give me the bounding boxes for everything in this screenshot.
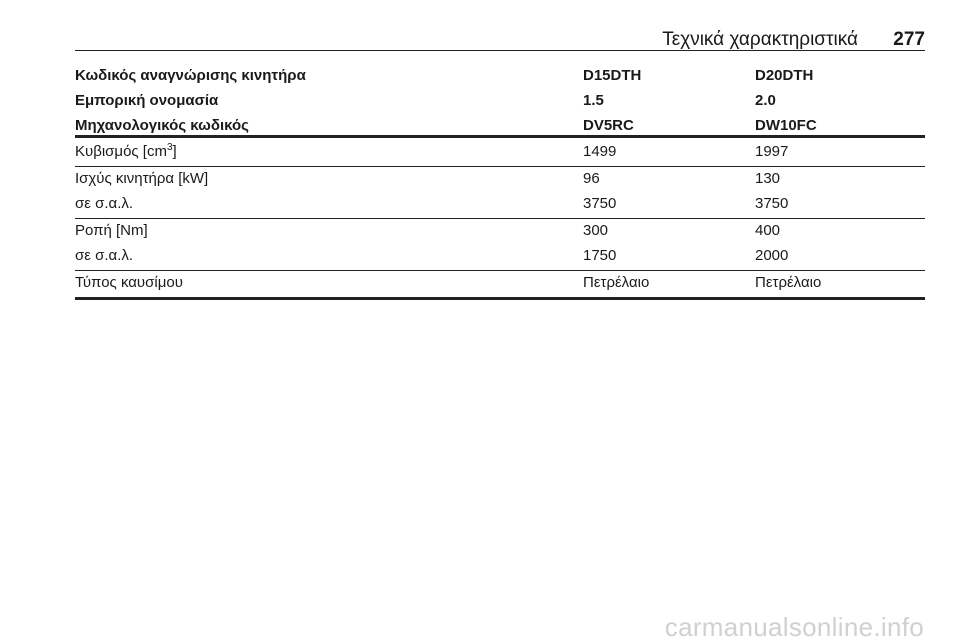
head-cell: 2.0 [755, 92, 776, 109]
cell: 1750 [583, 247, 617, 264]
cell: 96 [583, 170, 600, 187]
thick-rule [75, 135, 925, 138]
cell: 1997 [755, 143, 789, 160]
head-cell: 1.5 [583, 92, 604, 109]
page-number: 277 [893, 29, 925, 50]
head-cell: Εμπορική ονομασία [75, 92, 219, 109]
head-cell: D15DTH [583, 67, 642, 84]
cell: 1499 [583, 143, 617, 160]
thin-rule [75, 218, 925, 219]
head-cell: DW10FC [755, 117, 817, 134]
cell: Ροπή [Nm] [75, 222, 148, 239]
cell: Κυβισμός [cm3] [75, 143, 177, 161]
cell: Πετρέλαιο [583, 274, 650, 291]
head-cell: Κωδικός αναγνώρισης κινητήρα [75, 67, 306, 84]
section-title: Τεχνικά χαρακτηριστικά [662, 29, 858, 50]
head-cell: DV5RC [583, 117, 634, 134]
head-cell: D20DTH [755, 67, 814, 84]
cell: 130 [755, 170, 781, 187]
cell: 300 [583, 222, 609, 239]
cell: 2000 [755, 247, 789, 264]
superscript: 3 [166, 142, 173, 153]
thin-rule [75, 166, 925, 167]
cell: 3750 [583, 195, 617, 212]
cell: 3750 [755, 195, 789, 212]
thick-rule [75, 297, 925, 300]
cell: Τύπος καυσίμου [75, 274, 183, 291]
head-cell: Μηχανολογικός κωδικός [75, 117, 249, 134]
cell: Ισχύς κινητήρα [kW] [75, 170, 209, 187]
cell-text: ] [172, 143, 177, 160]
cell-text: Κυβισμός [cm [75, 143, 167, 160]
header-rule [75, 50, 925, 51]
cell: σε σ.α.λ. [75, 195, 134, 212]
watermark: carmanualsonline.info [664, 612, 924, 642]
cell: Πετρέλαιο [755, 274, 822, 291]
thin-rule [75, 270, 925, 271]
cell: 400 [755, 222, 781, 239]
cell: σε σ.α.λ. [75, 247, 134, 264]
